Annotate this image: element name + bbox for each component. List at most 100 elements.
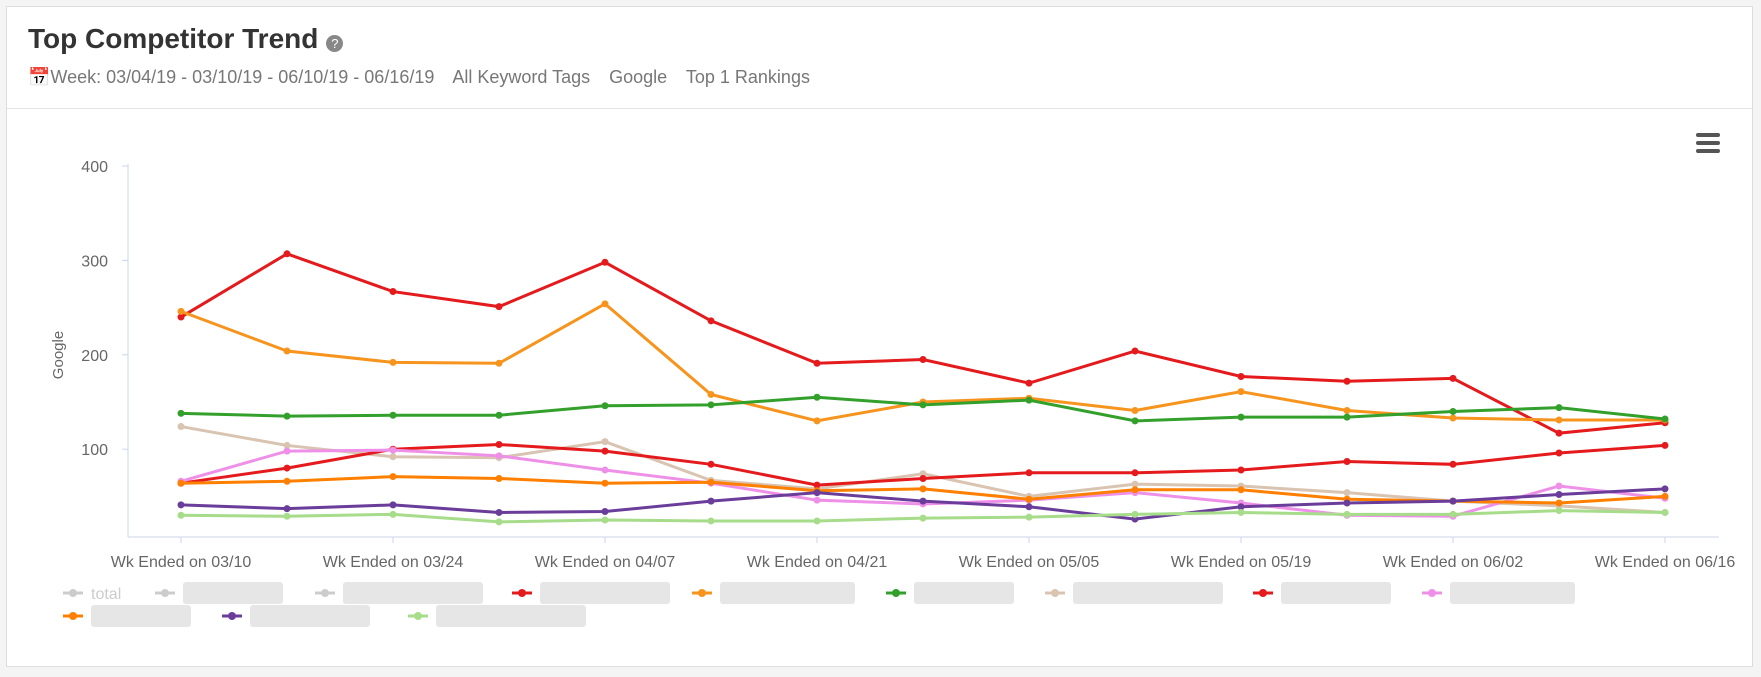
point [283,250,291,258]
point [283,464,291,472]
x-tick-label: Wk Ended on 04/21 [747,554,888,571]
point [1237,503,1245,511]
legend-item[interactable] [692,582,855,604]
point [283,347,291,355]
point [1025,513,1033,521]
point [389,510,397,518]
y-axis-title: Google [50,331,67,379]
x-tick-label: Wk Ended on 05/19 [1171,554,1312,571]
legend-item[interactable] [1422,582,1575,604]
point [177,423,185,431]
point [1343,510,1351,518]
point [1555,507,1563,515]
legend-redacted [343,582,483,604]
legend-redacted [250,605,370,627]
legend-dot [1259,589,1267,597]
point [919,401,927,409]
point [1131,407,1139,415]
title: Top Competitor Trend [28,23,319,54]
point [495,440,503,448]
point [283,505,291,513]
point [1025,495,1033,503]
point [1025,503,1033,511]
point [1555,416,1563,424]
legend-dot [698,589,706,597]
point [1449,374,1457,382]
point [919,497,927,505]
point [1449,414,1457,422]
point [1555,404,1563,412]
point [283,412,291,420]
point [601,516,609,524]
legend-redacted [1450,582,1575,604]
point [283,441,291,449]
legend-dot [1051,589,1059,597]
legend-dot [414,612,422,620]
point [177,479,185,487]
engine-filter[interactable]: Google [609,67,668,87]
point [495,452,503,460]
point [1555,482,1563,490]
legend-dot [1428,589,1436,597]
point [601,300,609,308]
legend-redacted [436,605,586,627]
tag-filter[interactable]: All Keyword Tags [452,67,591,87]
legend-item[interactable] [315,582,483,604]
point [389,453,397,461]
legend-redacted [1281,582,1391,604]
legend-item[interactable] [886,582,1014,604]
legend-item[interactable] [1045,582,1223,604]
point [1343,499,1351,507]
y-tick-label: 200 [81,348,108,365]
rank-filter[interactable]: Top 1 Rankings [685,67,810,87]
point [919,474,927,482]
point [177,307,185,315]
legend-item[interactable] [408,605,586,627]
point [1661,492,1669,500]
point [1237,508,1245,516]
point [601,402,609,410]
header: Top Competitor Trend? 📅Week: 03/04/19 - … [7,7,1752,109]
legend-item[interactable] [512,582,670,604]
legend-dot [161,589,169,597]
menu-icon[interactable] [1696,133,1720,153]
filters: 📅Week: 03/04/19 - 03/10/19 - 06/10/19 - … [28,67,1752,88]
point [1661,508,1669,516]
point [919,485,927,493]
point [707,460,715,468]
legend-redacted [1073,582,1223,604]
help-icon[interactable]: ? [326,35,344,53]
point [1449,510,1457,518]
legend-item[interactable] [155,582,283,604]
point [1449,497,1457,505]
legend-item[interactable] [1253,582,1391,604]
point [601,466,609,474]
point [1555,429,1563,437]
legend-item[interactable] [222,605,370,627]
point [389,411,397,419]
point [495,359,503,367]
point [1661,485,1669,493]
point [1343,489,1351,497]
legend-dot [69,589,77,597]
x-tick-label: Wk Ended on 03/10 [111,554,252,571]
legend-item[interactable] [63,605,191,627]
point [495,508,503,516]
point [389,358,397,366]
point [389,446,397,454]
point [601,447,609,455]
point [1131,417,1139,425]
x-tick-label: Wk Ended on 06/16 [1595,554,1736,571]
point [1343,413,1351,421]
point [495,518,503,526]
point [1343,377,1351,385]
point [707,497,715,505]
point [1237,373,1245,381]
legend-item[interactable]: total [63,586,121,603]
point [707,401,715,409]
legend-label: total [91,586,121,603]
week-filter[interactable]: 📅Week: 03/04/19 - 03/10/19 - 06/10/19 - … [28,67,435,87]
y-tick-label: 100 [81,442,108,459]
point [813,517,821,525]
point [813,489,821,497]
